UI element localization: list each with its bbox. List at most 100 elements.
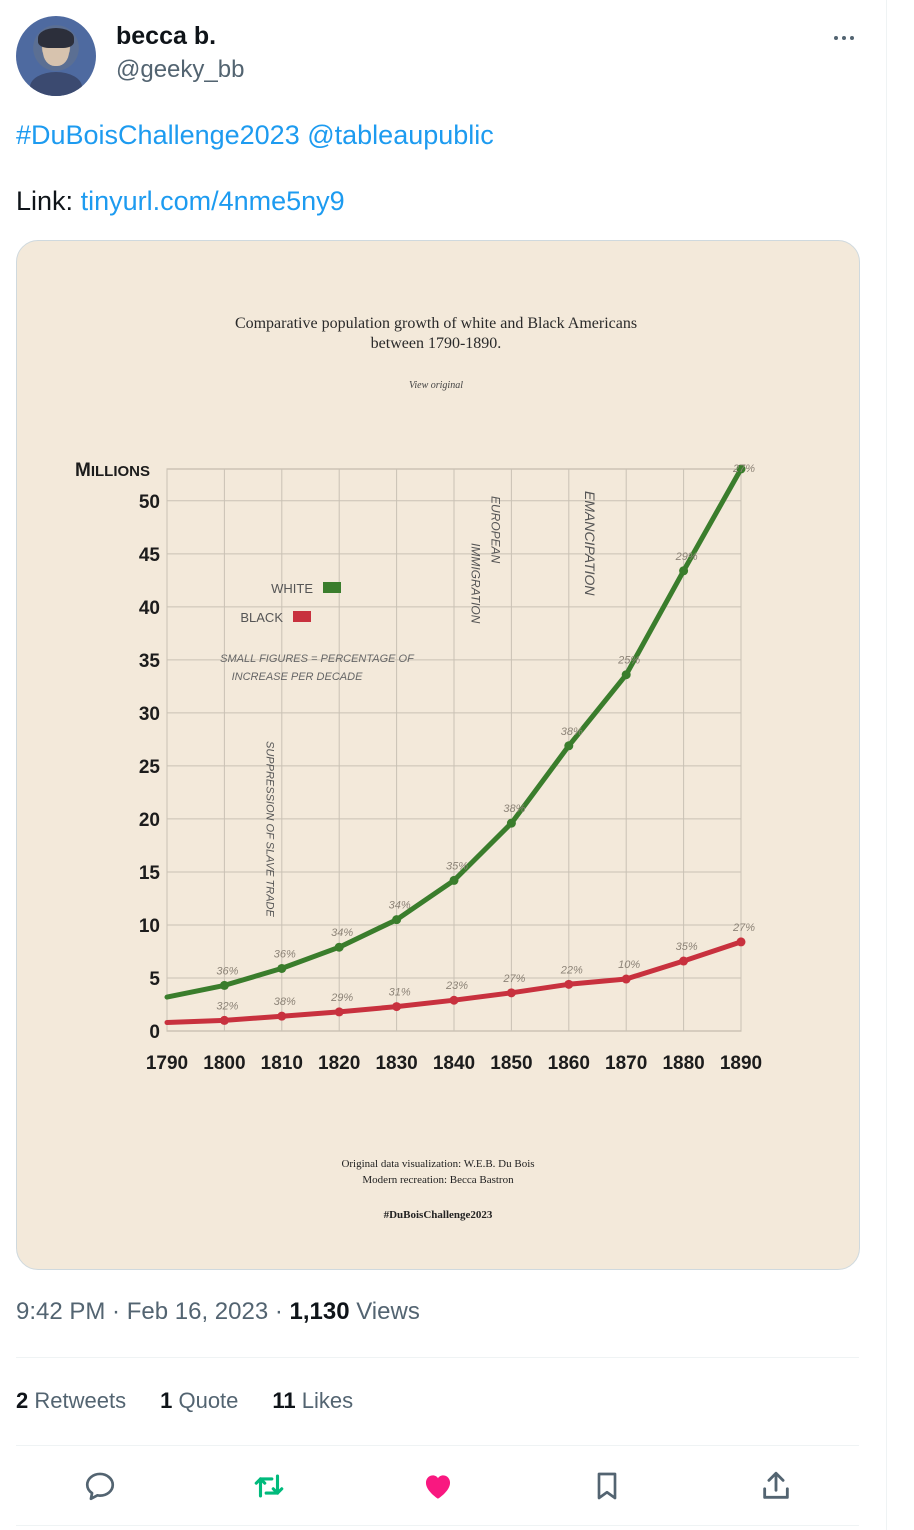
divider-middle [16, 1445, 859, 1446]
pct-label-black: 31% [389, 987, 411, 999]
y-tick-label: 0 [149, 1022, 160, 1043]
legend-note-line1: SMALL FIGURES = PERCENTAGE OF [220, 653, 415, 665]
credit-line1: Original data visualization: W.E.B. Du B… [341, 1158, 534, 1170]
x-tick-label: 1830 [375, 1053, 417, 1074]
chart-title-line2: between 1790-1890. [371, 335, 502, 352]
legend-swatch-black [293, 611, 311, 622]
chart-legend: SMALL FIGURES = PERCENTAGE OF INCREASE P… [220, 581, 415, 683]
retweets-count: 2 [16, 1388, 29, 1413]
divider-bottom [16, 1525, 859, 1526]
view-original-link[interactable]: View original [409, 380, 463, 391]
author-handle[interactable]: @geeky_bb [116, 56, 245, 83]
data-point-white [621, 670, 631, 680]
speech-bubble-icon [85, 1472, 115, 1501]
data-point-black [219, 1015, 229, 1025]
mention-link[interactable]: @tableaupublic [307, 120, 494, 150]
legend-swatch-white [323, 582, 341, 593]
data-point-white [736, 464, 746, 474]
pct-label-white: 36% [274, 948, 296, 960]
like-button[interactable] [418, 1466, 458, 1506]
data-point-white [449, 875, 459, 885]
pct-label-black: 10% [618, 959, 640, 971]
pct-label-white: 34% [389, 900, 411, 912]
views-count: 1,130 [289, 1298, 350, 1325]
retweets-stat[interactable]: 2 Retweets [16, 1388, 126, 1414]
data-point-white [679, 566, 689, 576]
retweet-button[interactable] [249, 1466, 289, 1506]
avatar[interactable] [16, 16, 96, 96]
legend-label-white: WHITE [271, 581, 313, 596]
pct-label-black: 27% [732, 922, 755, 934]
annotation-european: EUROPEAN [489, 496, 503, 564]
quotes-stat[interactable]: 1 Quote [160, 1388, 238, 1414]
x-tick-label: 1890 [720, 1053, 762, 1074]
avatar-shirt [30, 72, 82, 96]
pct-label-black: 32% [216, 1000, 238, 1012]
data-point-black [449, 995, 459, 1005]
pct-label-black: 35% [676, 941, 698, 953]
data-point-black [277, 1011, 287, 1021]
y-tick-label: 5 [149, 969, 160, 990]
x-tick-label: 1860 [548, 1053, 590, 1074]
x-tick-label: 1850 [490, 1053, 532, 1074]
tweet-media-image[interactable]: Comparative population growth of white a… [16, 240, 860, 1270]
data-point-white [564, 741, 574, 751]
retweets-label: Retweets [34, 1388, 127, 1413]
tweet-time[interactable]: 9:42 PM [16, 1298, 106, 1325]
reply-button[interactable] [80, 1466, 120, 1506]
legend-note-line2: INCREASE PER DECADE [232, 671, 363, 683]
pct-label-white: 36% [216, 965, 238, 977]
y-axis-label: MILLIONS [75, 460, 150, 481]
y-tick-label: 10 [139, 916, 160, 937]
likes-label: Likes [301, 1388, 354, 1413]
upload-arrow-icon [763, 1471, 789, 1499]
x-tick-label: 1810 [261, 1053, 303, 1074]
author-name[interactable]: becca b. [116, 22, 217, 50]
pct-label-black: 23% [445, 980, 468, 992]
share-button[interactable] [756, 1466, 796, 1506]
likes-stat[interactable]: 11 Likes [272, 1388, 353, 1414]
bookmark-button[interactable] [587, 1466, 627, 1506]
action-bar [0, 1466, 886, 1506]
data-point-black [334, 1007, 344, 1017]
data-point-black [392, 1002, 402, 1012]
data-point-black [736, 937, 746, 947]
pct-label-white: 35% [446, 860, 468, 872]
tweet-date[interactable]: Feb 16, 2023 [126, 1298, 269, 1325]
y-tick-label: 20 [139, 810, 160, 831]
data-point-black [621, 974, 631, 984]
tweet-text-line1: #DuBoisChallenge2023 @tableaupublic [16, 120, 494, 151]
legend-label-black: BLACK [240, 610, 283, 625]
pct-label-white: 38% [561, 726, 583, 738]
pct-label-white: 38% [503, 803, 525, 815]
hashtag-link[interactable]: #DuBoisChallenge2023 [16, 120, 300, 150]
pct-label-black: 27% [502, 973, 525, 985]
y-tick-label: 40 [139, 598, 160, 619]
y-tick-label: 35 [139, 651, 161, 672]
data-point-black [564, 979, 574, 989]
data-point-black [679, 956, 689, 966]
more-options-icon[interactable] [826, 22, 862, 54]
chart-series: 36% 36% 34% 34% 35% 38% 38% 25% 29% 27% 32% 38% 29% 3… [164, 463, 755, 1025]
chart-annotations: SUPPRESSION OF SLAVE TRADE EUROPEAN IMMIGR… [263, 491, 598, 918]
chart-ticks: 0 5 10 15 20 25 30 35 40 45 50 1790 1800 1810 1820 1830… [139, 492, 762, 1074]
y-tick-label: 30 [139, 704, 160, 725]
x-tick-label: 1880 [662, 1053, 704, 1074]
pct-label-black: 38% [274, 996, 296, 1008]
chart-title-line1: Comparative population growth of white a… [235, 315, 637, 332]
likes-count: 11 [272, 1388, 296, 1413]
pct-label-black: 29% [330, 992, 353, 1004]
data-point-black [506, 988, 516, 998]
tinyurl-link[interactable]: tinyurl.com/4nme5ny9 [80, 186, 345, 216]
bookmark-icon [597, 1472, 617, 1500]
y-tick-label: 45 [139, 545, 161, 566]
tweet-stats: 2 Retweets 1 Quote 11 Likes [16, 1388, 353, 1414]
y-tick-label: 15 [139, 863, 161, 884]
y-tick-label: 25 [139, 757, 161, 778]
link-prefix: Link: [16, 186, 74, 216]
x-tick-label: 1820 [318, 1053, 360, 1074]
data-point-white [392, 915, 402, 925]
pct-label-white: 34% [331, 927, 353, 939]
pct-label-black: 22% [560, 964, 583, 976]
x-tick-label: 1800 [203, 1053, 245, 1074]
